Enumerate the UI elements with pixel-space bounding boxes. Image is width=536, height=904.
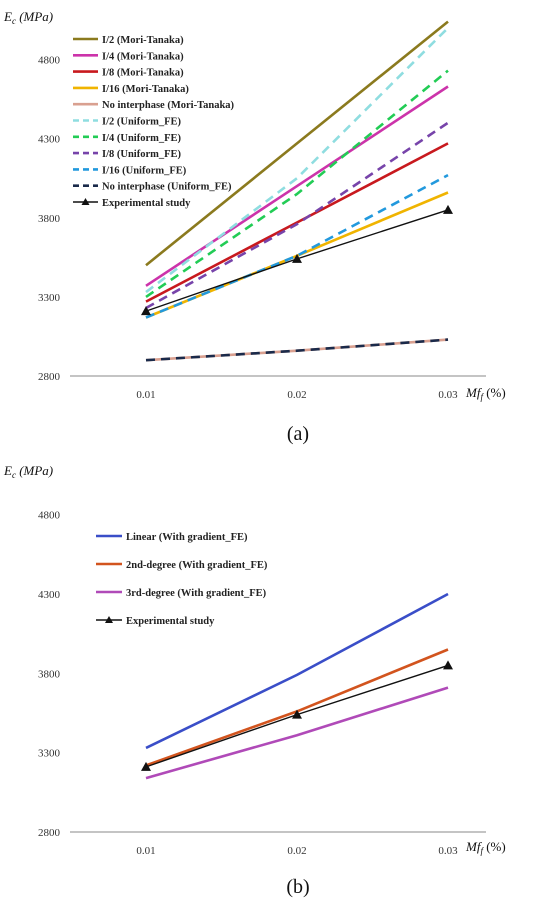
data-point-marker — [141, 306, 151, 316]
legend-marker — [105, 616, 113, 623]
x-tick-label: 0.02 — [287, 389, 306, 401]
x-tick-label: 0.03 — [438, 845, 458, 857]
legend-label: I/8 (Mori-Tanaka) — [102, 68, 184, 79]
legend: I/2 (Mori-Tanaka) I/4 (Mori-Tanaka) I/8 (M… — [73, 35, 235, 209]
y-tick-label: 4800 — [38, 510, 61, 522]
series-line — [145, 26, 449, 294]
figure-caption: (b) — [286, 876, 309, 898]
y-axis-label: Ec (MPa) — [3, 9, 53, 26]
series-line — [145, 121, 449, 310]
x-tick-label: 0.02 — [287, 845, 306, 857]
y-axis-label: Ec (MPa) — [3, 463, 53, 480]
series-line — [145, 592, 449, 750]
legend-label: I/16 (Uniform_FE) — [102, 165, 187, 176]
x-tick-label: 0.03 — [438, 389, 458, 401]
legend-label: I/4 (Mori-Tanaka) — [102, 51, 184, 62]
series-line — [145, 69, 449, 298]
x-axis-label: Mff (%) — [465, 385, 506, 402]
y-tick-label: 4800 — [38, 55, 61, 67]
legend-label: I/8 (Uniform_FE) — [102, 149, 182, 160]
data-point-marker — [292, 709, 302, 719]
legend-marker — [81, 198, 90, 205]
y-tick-label: 3300 — [38, 292, 61, 304]
legend: Linear (With gradient_FE) 2nd-degree (Wit… — [96, 532, 268, 627]
series-line — [145, 686, 449, 780]
series-line — [145, 142, 449, 303]
legend-label: I/2 (Uniform_FE) — [102, 117, 182, 128]
legend-label: No interphase (Mori-Tanaka) — [102, 100, 235, 111]
legend-label: No interphase (Uniform_FE) — [102, 182, 232, 193]
y-tick-label: 3300 — [38, 748, 61, 760]
data-point-marker — [141, 761, 151, 771]
legend-label: 3rd-degree (With gradient_FE) — [126, 588, 267, 599]
y-tick-label: 4300 — [38, 134, 61, 146]
chart-panel-b: 2800 3300 3800 4300 4800 0.01 0.02 0.03 Ec (MPa)… — [3, 463, 506, 898]
data-point-marker — [443, 660, 453, 670]
data-point-marker — [292, 253, 302, 263]
x-tick-label: 0.01 — [136, 845, 155, 857]
y-tick-label: 4300 — [38, 589, 61, 601]
series-line — [145, 20, 449, 267]
legend-label: I/16 (Mori-Tanaka) — [102, 84, 189, 95]
y-tick-label: 2800 — [38, 371, 61, 383]
x-axis-label: Mff (%) — [465, 839, 506, 856]
legend-label: Experimental study — [102, 198, 191, 209]
legend-label: 2nd-degree (With gradient_FE) — [126, 560, 268, 571]
y-tick-label: 3800 — [38, 213, 61, 225]
legend-label: I/2 (Mori-Tanaka) — [102, 35, 184, 46]
y-tick-label: 3800 — [38, 668, 61, 680]
data-point-marker — [443, 204, 453, 214]
legend-label: I/4 (Uniform_FE) — [102, 133, 182, 144]
series-line — [145, 173, 449, 319]
y-tick-label: 2800 — [38, 827, 61, 839]
chart-panel-a: 2800 3300 3800 4300 4800 0.01 0.02 0.03 Ec (MPa)… — [3, 9, 506, 445]
legend-label: Linear (With gradient_FE) — [126, 532, 248, 543]
figure-caption: (a) — [287, 423, 309, 445]
x-tick-label: 0.01 — [136, 389, 155, 401]
series-line — [145, 338, 449, 362]
series-line — [145, 648, 449, 767]
legend-label: Experimental study — [126, 616, 215, 627]
